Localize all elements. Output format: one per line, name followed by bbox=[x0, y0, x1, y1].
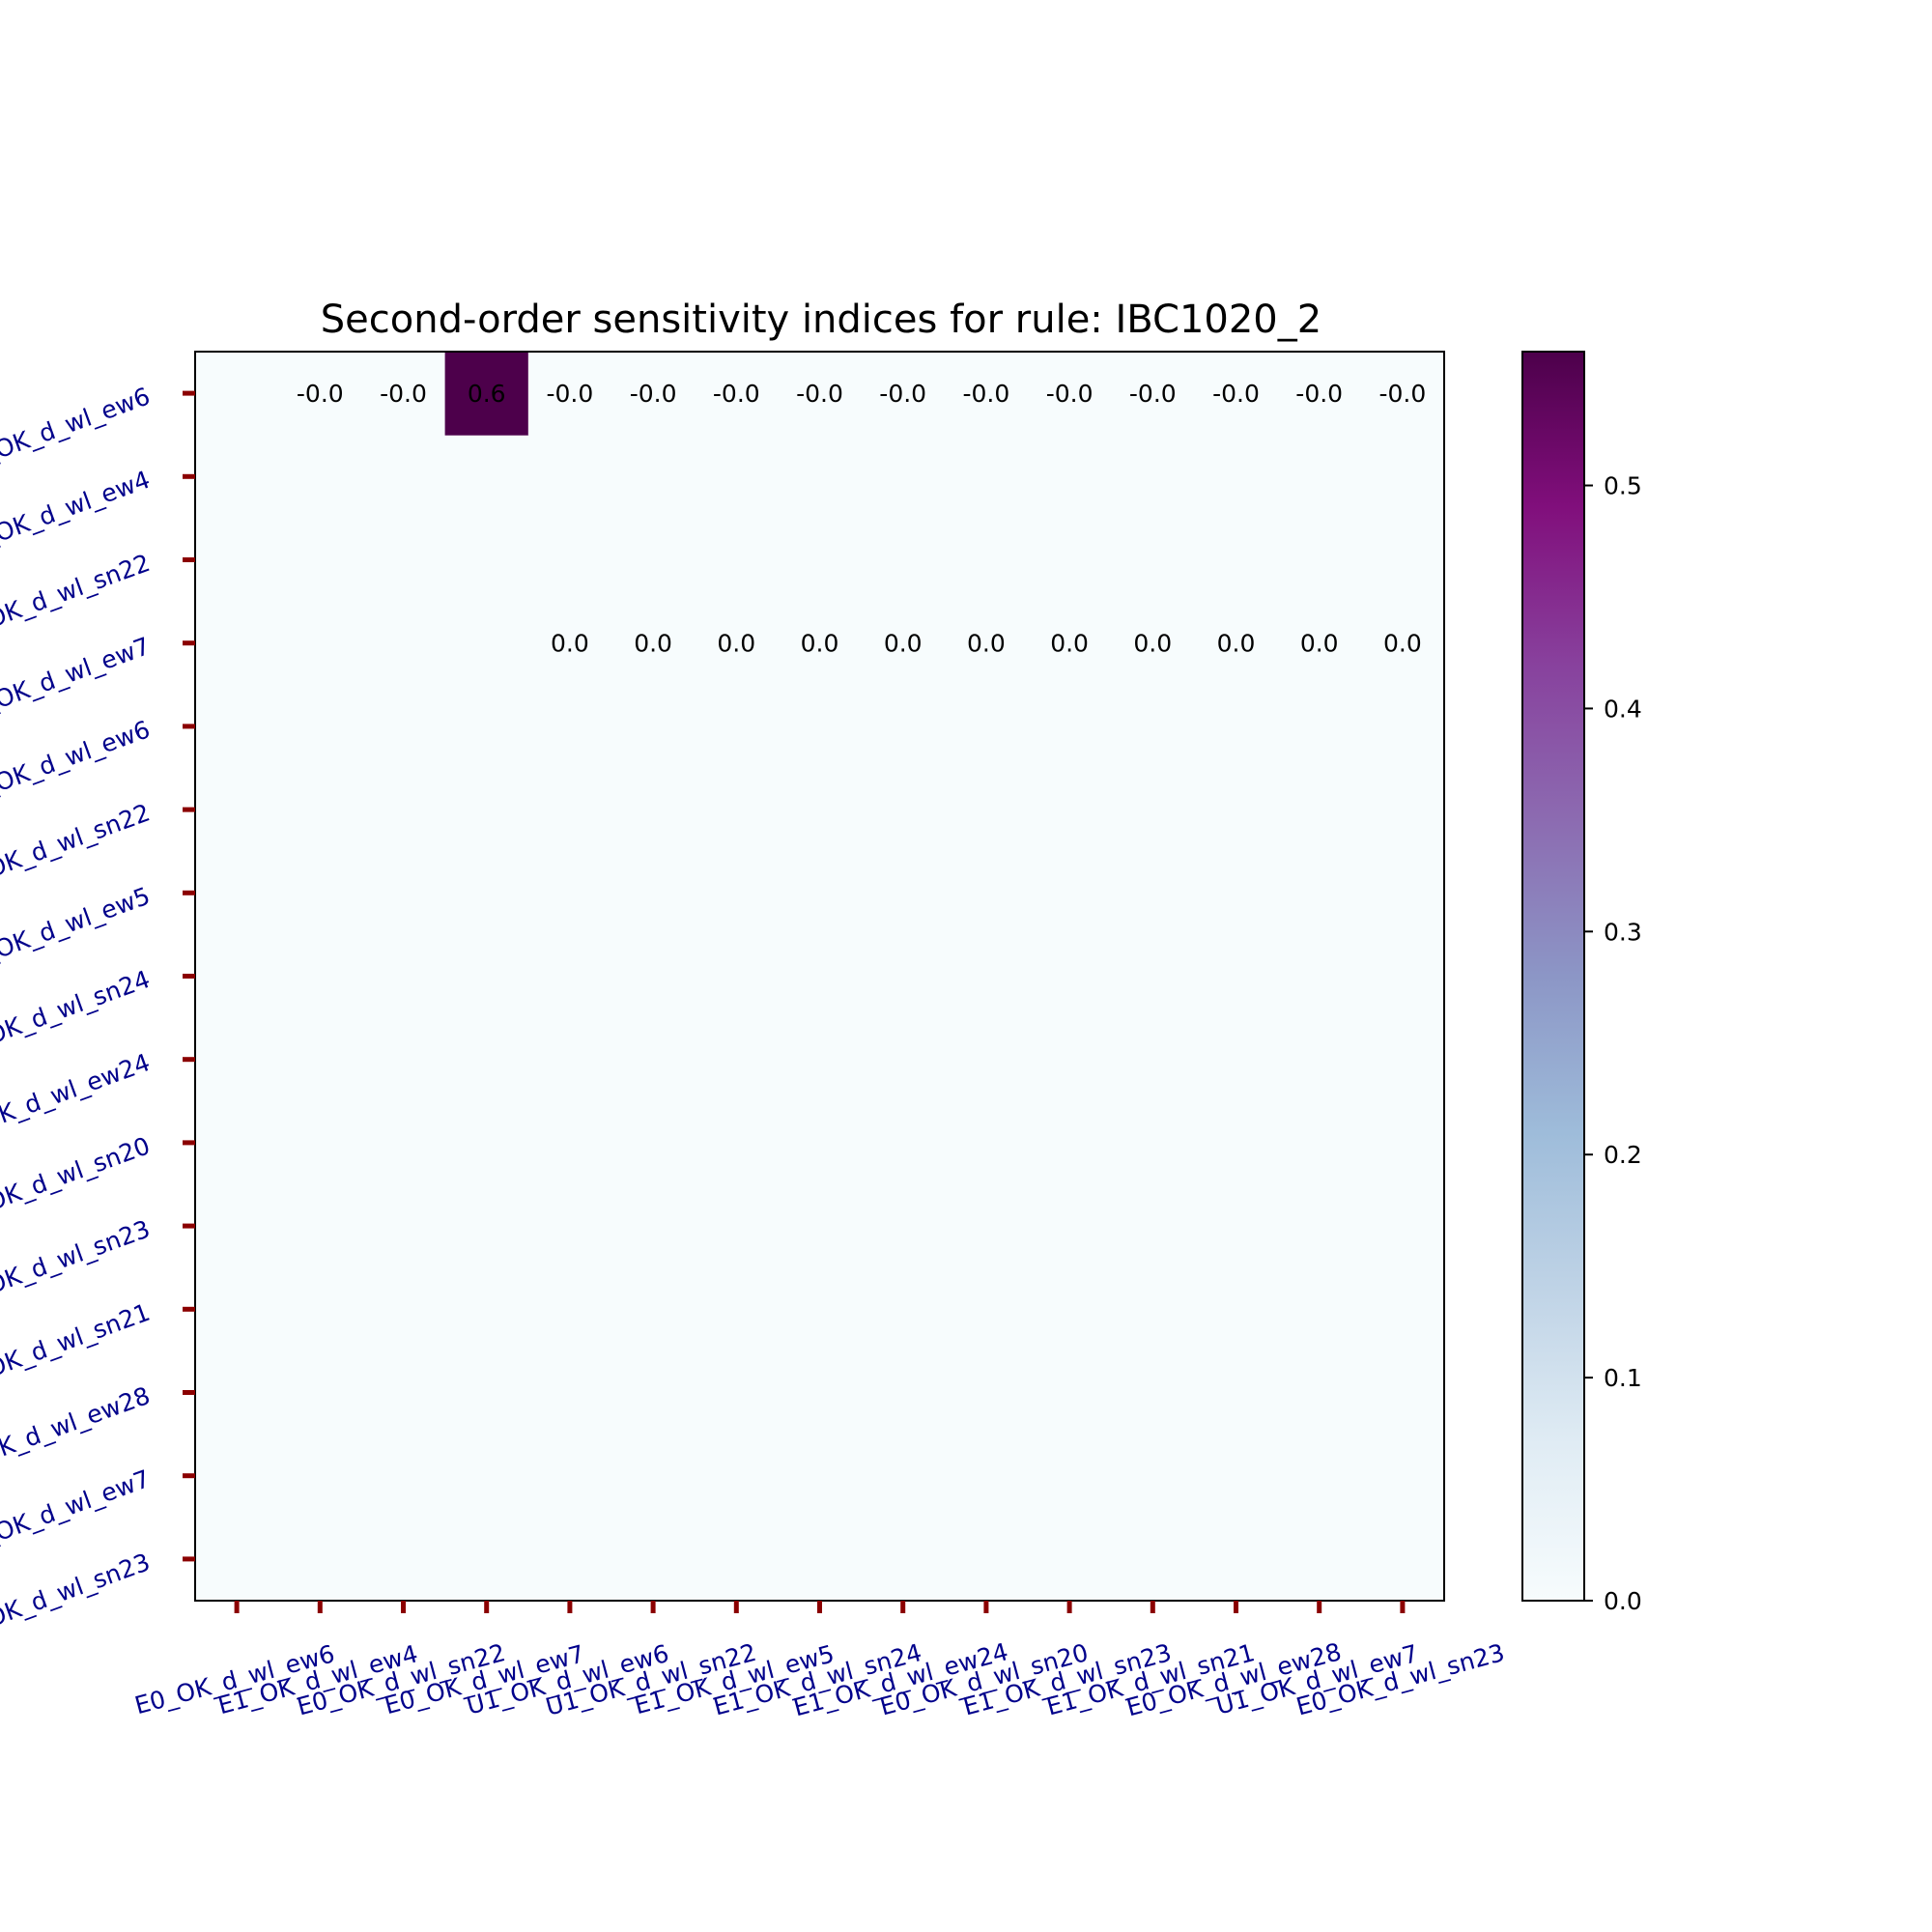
cell-value-label: 0.6 bbox=[468, 380, 506, 408]
x-axis: E0_OK_d_wl_ew6E1_OK_d_wl_ew4E0_OK_d_wl_s… bbox=[131, 1601, 1508, 1721]
cell-value-label: -0.0 bbox=[879, 380, 926, 408]
heatmap-cell bbox=[861, 601, 946, 686]
heatmap-cell bbox=[527, 352, 612, 436]
heatmap-cell bbox=[611, 601, 696, 686]
y-tick-label: E1_OK_d_wl_ew5 bbox=[0, 882, 154, 979]
colorbar-ticks: 0.0 0.1 0.2 0.3 0.4 0.5 bbox=[1584, 472, 1642, 1615]
cell-value-label: 0.0 bbox=[1217, 630, 1256, 658]
y-tick-label: E0_OK_d_wl_sn22 bbox=[0, 549, 154, 648]
heatmap-cell bbox=[527, 601, 612, 686]
colorbar bbox=[1521, 351, 1585, 1602]
heatmap-cell bbox=[1360, 601, 1445, 686]
cell-value-label: 0.0 bbox=[634, 630, 672, 658]
heatmap-cell bbox=[695, 352, 779, 436]
y-tick-label: E1_OK_d_wl_sn24 bbox=[0, 965, 154, 1065]
heatmap-cell bbox=[778, 352, 863, 436]
cell-value-label: 0.0 bbox=[1300, 630, 1339, 658]
heatmap-cells bbox=[278, 352, 1445, 686]
plot-background bbox=[195, 352, 1444, 1601]
heatmap-cell bbox=[1111, 601, 1195, 686]
heatmap-cell bbox=[1111, 352, 1195, 436]
heatmap-cell bbox=[861, 352, 946, 436]
y-tick-label: E0_OK_d_wl_ew6 bbox=[0, 382, 154, 478]
cell-value-labels: -0.0 -0.0 0.6 -0.0 -0.0 -0.0 -0.0 -0.0 -0.0 -0.0 -… bbox=[297, 380, 1426, 658]
cell-value-label: 0.0 bbox=[1383, 630, 1422, 658]
heatmap-cell bbox=[1028, 601, 1112, 686]
heatmap-cell bbox=[361, 352, 446, 436]
y-tick-label: E0_OK_d_wl_sn23 bbox=[0, 1548, 154, 1647]
cell-value-label: 0.0 bbox=[801, 630, 839, 658]
chart-title: Second-order sensitivity indices for rul… bbox=[321, 298, 1321, 342]
colorbar-tick-label: 0.4 bbox=[1604, 695, 1642, 723]
cell-value-label: -0.0 bbox=[630, 380, 677, 408]
cell-value-label: -0.0 bbox=[963, 380, 1010, 408]
heatmap-cell bbox=[1360, 352, 1445, 436]
y-tick-label: E1_OK_d_wl_sn21 bbox=[0, 1298, 154, 1398]
cell-value-label: 0.0 bbox=[717, 630, 755, 658]
cell-value-label: 0.0 bbox=[551, 630, 589, 658]
heatmap-cell bbox=[778, 601, 863, 686]
y-tick-label: U1_OK_d_wl_sn22 bbox=[0, 798, 154, 898]
heatmap-cell bbox=[1277, 601, 1362, 686]
cell-value-label: -0.0 bbox=[1212, 380, 1260, 408]
heatmap-cell bbox=[444, 352, 529, 436]
y-tick-label: E0_OK_d_wl_sn20 bbox=[0, 1131, 154, 1231]
heatmap-cell bbox=[1028, 352, 1112, 436]
heatmap-cell bbox=[944, 601, 1029, 686]
y-tick-label: U1_OK_d_wl_ew6 bbox=[0, 715, 154, 812]
y-tick-label: E0_OK_d_wl_ew28 bbox=[0, 1381, 154, 1483]
heatmap-cell bbox=[611, 352, 696, 436]
cell-value-label: 0.0 bbox=[884, 630, 923, 658]
heatmap-cell bbox=[1194, 601, 1279, 686]
cell-value-label: -0.0 bbox=[380, 380, 427, 408]
cell-value-label: 0.0 bbox=[1050, 630, 1089, 658]
cell-value-label: -0.0 bbox=[547, 380, 594, 408]
cell-value-label: -0.0 bbox=[1129, 380, 1177, 408]
cell-value-label: -0.0 bbox=[796, 380, 843, 408]
heatmap-cell bbox=[1277, 352, 1362, 436]
heatmap-cell bbox=[278, 352, 362, 436]
cell-value-label: -0.0 bbox=[1046, 380, 1094, 408]
colorbar-tick-label: 0.3 bbox=[1604, 918, 1642, 946]
cell-value-label: -0.0 bbox=[1379, 380, 1427, 408]
colorbar-tick-label: 0.1 bbox=[1604, 1364, 1642, 1392]
cell-value-label: 0.0 bbox=[1133, 630, 1172, 658]
heatmap-cell bbox=[1194, 352, 1279, 436]
cell-value-label: -0.0 bbox=[1295, 380, 1343, 408]
heatmap-cell bbox=[695, 601, 779, 686]
cell-value-label: -0.0 bbox=[713, 380, 760, 408]
y-axis: E0_OK_d_wl_ew6E1_OK_d_wl_ew4E0_OK_d_wl_s… bbox=[0, 382, 195, 1647]
cell-value-label: -0.0 bbox=[297, 380, 344, 408]
y-tick-label: E0_OK_d_wl_ew7 bbox=[0, 632, 154, 728]
y-tick-label: U1_OK_d_wl_ew7 bbox=[0, 1464, 154, 1562]
y-tick-label: E1_OK_d_wl_sn23 bbox=[0, 1214, 154, 1314]
y-tick-label: E1_OK_d_wl_ew4 bbox=[0, 466, 154, 562]
colorbar-tick-label: 0.0 bbox=[1604, 1587, 1642, 1615]
colorbar-tick-label: 0.2 bbox=[1604, 1141, 1642, 1169]
cell-value-label: 0.0 bbox=[967, 630, 1006, 658]
heatmap-cell bbox=[944, 352, 1029, 436]
colorbar-tick-label: 0.5 bbox=[1604, 472, 1642, 500]
y-tick-label: E1_OK_d_wl_ew24 bbox=[0, 1048, 154, 1150]
